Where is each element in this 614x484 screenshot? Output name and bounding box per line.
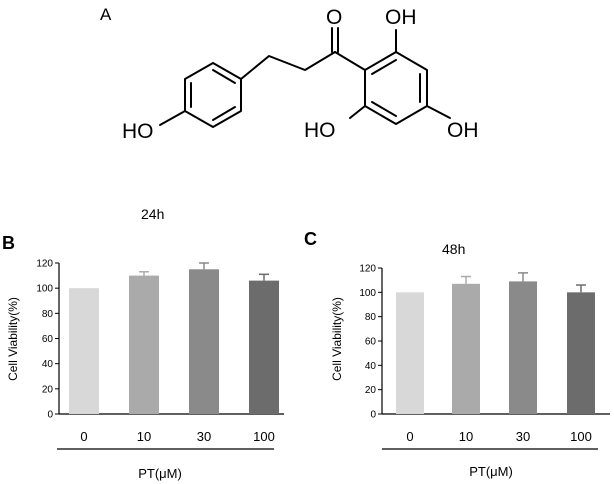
bar-30	[189, 269, 219, 414]
y-tick-label: 40	[42, 359, 54, 370]
molecule-structure: OH O HO HO OH	[122, 6, 479, 143]
y-tick-label: 60	[365, 337, 377, 348]
ho-bond-bottom	[349, 105, 366, 119]
bar-30	[509, 281, 537, 414]
oh-right-label: OH	[447, 119, 479, 142]
resorcinol-ring-double-bonds	[371, 59, 421, 117]
bar-100	[567, 292, 595, 414]
x-tick-label: 0	[80, 429, 87, 444]
oh-top-label: OH	[385, 6, 417, 29]
x-axis-label: PT(μM)	[138, 466, 182, 481]
y-tick-label: 20	[365, 385, 377, 396]
x-tick-label: 30	[197, 429, 211, 444]
y-tick-label: 100	[359, 288, 376, 299]
bar-10	[452, 283, 480, 414]
y-tick-label: 60	[42, 334, 54, 345]
chart-title-48h: 48h	[442, 241, 466, 257]
y-axis-label: Cell Viability(%)	[6, 297, 20, 381]
y-tick-label: 120	[36, 259, 53, 270]
bar-0	[69, 288, 99, 414]
y-axis-label: Cell Viability(%)	[330, 297, 344, 381]
bar-100	[249, 280, 279, 414]
ho-bottom-label: HO	[304, 119, 336, 142]
propyl-chain	[240, 51, 336, 80]
ketone-ring-bond	[334, 51, 366, 71]
x-tick-label: 100	[570, 429, 592, 444]
ho-bond-left	[159, 110, 186, 126]
y-tick-label: 40	[365, 361, 377, 372]
panel-label-b: B	[2, 233, 15, 253]
chart-title-24h: 24h	[141, 206, 165, 222]
panel-label-a: A	[100, 5, 112, 24]
panel-label-c: C	[304, 229, 317, 249]
y-tick-label: 20	[42, 384, 54, 395]
phenol-ring-double-bonds	[190, 69, 236, 121]
x-tick-label: 10	[137, 429, 151, 444]
y-tick-label: 80	[42, 309, 54, 320]
x-axis-label: PT(μM)	[469, 464, 513, 479]
x-tick-label: 0	[406, 429, 413, 444]
y-tick-label: 0	[47, 410, 53, 421]
y-tick-label: 100	[36, 284, 53, 295]
carbonyl-oxygen-label: O	[326, 6, 342, 29]
ho-left-label: HO	[122, 120, 154, 143]
oh-bond-right	[426, 105, 451, 119]
bar-10	[129, 275, 159, 414]
x-tick-label: 100	[253, 429, 275, 444]
x-tick-label: 10	[459, 429, 473, 444]
y-tick-label: 0	[370, 410, 376, 421]
carbonyl-bond	[331, 27, 339, 53]
x-tick-label: 30	[516, 429, 530, 444]
y-tick-label: 120	[359, 264, 376, 275]
y-tick-label: 80	[365, 312, 377, 323]
bar-0	[396, 292, 424, 414]
